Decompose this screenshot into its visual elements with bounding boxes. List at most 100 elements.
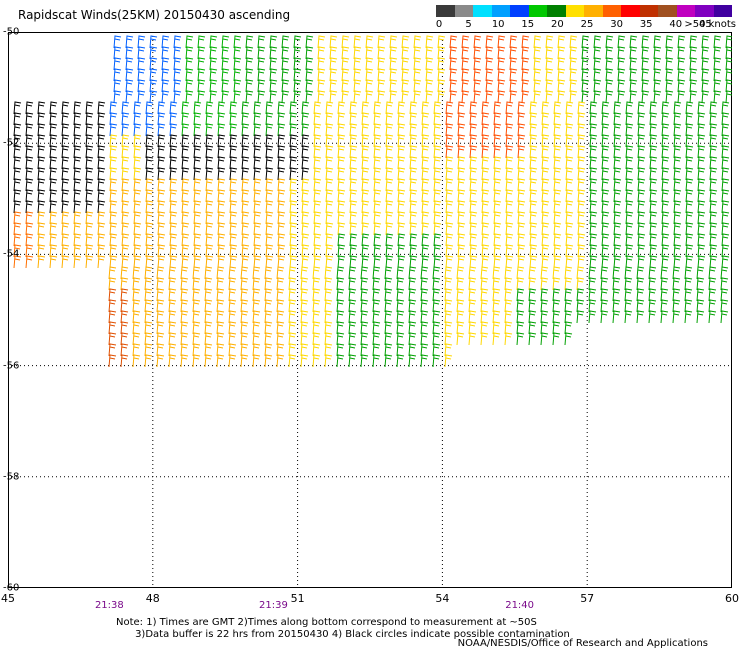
wind-barb xyxy=(361,200,370,214)
wind-barb xyxy=(221,68,230,82)
wind-barb xyxy=(108,321,117,335)
wind-barb xyxy=(205,189,214,203)
wind-barb xyxy=(408,321,417,335)
wind-barb xyxy=(305,57,314,71)
wind-barb xyxy=(301,145,310,159)
wind-barb xyxy=(720,299,729,313)
wind-barb xyxy=(533,35,542,49)
wind-barb xyxy=(421,167,430,181)
wind-barb xyxy=(521,46,530,60)
wind-barb xyxy=(413,35,422,49)
wind-barb xyxy=(61,233,70,247)
wind-barb xyxy=(721,244,730,258)
wind-barb xyxy=(660,288,669,302)
wind-barb xyxy=(253,244,262,258)
wind-barb xyxy=(372,354,381,368)
wind-barb xyxy=(204,321,213,335)
wind-barb xyxy=(653,90,662,104)
wind-barb xyxy=(305,46,314,60)
wind-barb xyxy=(589,156,598,170)
wind-barb xyxy=(653,68,662,82)
wind-barb xyxy=(385,123,394,137)
wind-barb xyxy=(197,57,206,71)
wind-barb xyxy=(133,178,142,192)
wind-barb xyxy=(637,244,646,258)
wind-barb xyxy=(660,277,669,291)
wind-barb xyxy=(252,299,261,313)
wind-barb xyxy=(253,123,262,137)
wind-barb xyxy=(565,255,574,269)
wind-barb xyxy=(577,211,586,225)
wind-barb xyxy=(377,35,386,49)
wind-barb xyxy=(361,101,370,115)
wind-barb xyxy=(697,255,706,269)
wind-barb xyxy=(157,156,166,170)
wind-barb xyxy=(481,222,490,236)
wind-barb xyxy=(97,112,106,126)
wind-barb xyxy=(300,321,309,335)
wind-barb xyxy=(437,57,446,71)
wind-barb xyxy=(432,321,441,335)
wind-barb xyxy=(325,178,334,192)
wind-barb xyxy=(685,101,694,115)
wind-barb xyxy=(281,57,290,71)
wind-barb xyxy=(721,233,730,247)
wind-barb xyxy=(636,277,645,291)
wind-barb xyxy=(529,200,538,214)
wind-barb xyxy=(689,35,698,49)
wind-barb xyxy=(329,90,338,104)
time-tick-label: 21:38 xyxy=(94,600,124,611)
wind-barb xyxy=(373,167,382,181)
wind-barb xyxy=(49,222,58,236)
wind-barb xyxy=(313,255,322,269)
wind-barb xyxy=(349,101,358,115)
wind-barb xyxy=(481,145,490,159)
wind-barb xyxy=(449,35,458,49)
wind-barb xyxy=(612,310,621,324)
wind-barb xyxy=(673,101,682,115)
wind-barb xyxy=(252,354,261,368)
wind-barb xyxy=(437,90,446,104)
wind-barb xyxy=(361,244,370,258)
wind-barb xyxy=(408,299,417,313)
legend-swatch xyxy=(621,5,640,17)
wind-barb xyxy=(433,101,442,115)
wind-barb xyxy=(661,156,670,170)
wind-barb xyxy=(661,167,670,181)
wind-barb xyxy=(361,233,370,247)
wind-barb xyxy=(421,255,430,269)
wind-barb xyxy=(157,145,166,159)
legend-tick-label: 0 xyxy=(435,19,443,30)
wind-barb xyxy=(145,178,154,192)
wind-barb xyxy=(504,332,513,346)
wind-barb xyxy=(396,332,405,346)
wind-barb xyxy=(553,145,562,159)
wind-barb xyxy=(205,123,214,137)
wind-barb xyxy=(469,211,478,225)
wind-barb xyxy=(504,266,513,280)
wind-barb xyxy=(312,343,321,357)
wind-barb xyxy=(361,123,370,137)
wind-barb xyxy=(481,211,490,225)
wind-barb xyxy=(685,178,694,192)
wind-barb xyxy=(229,112,238,126)
wind-barb xyxy=(240,310,249,324)
wind-barb xyxy=(245,57,254,71)
wind-barb xyxy=(317,46,326,60)
wind-barb xyxy=(444,354,453,368)
wind-barb xyxy=(677,57,686,71)
wind-barb xyxy=(408,354,417,368)
wind-barb xyxy=(300,288,309,302)
wind-barb xyxy=(468,277,477,291)
wind-barb xyxy=(444,321,453,335)
wind-barb xyxy=(108,332,117,346)
wind-barb xyxy=(205,244,214,258)
wind-barb xyxy=(365,46,374,60)
wind-barb xyxy=(121,178,130,192)
wind-barb xyxy=(133,123,142,137)
wind-barb xyxy=(457,145,466,159)
wind-barb xyxy=(121,167,130,181)
wind-barb xyxy=(324,299,333,313)
wind-barb xyxy=(624,266,633,280)
wind-barb xyxy=(509,90,518,104)
